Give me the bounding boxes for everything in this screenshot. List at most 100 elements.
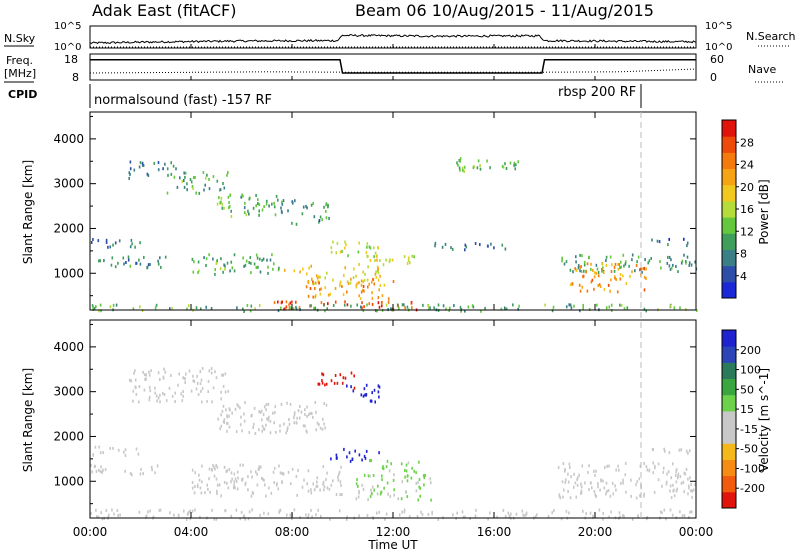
velocity-cell [297,468,299,472]
velocity-cell [588,488,590,492]
velocity-cell [231,411,233,415]
power-cell [171,307,173,311]
beam-date-title: Beam 06 10/Aug/2015 - 11/Aug/2015 [355,1,654,20]
power-cell [355,283,358,287]
freq-series-line [90,59,696,74]
power-cell [347,254,349,258]
power-cell [590,262,592,266]
velocity-cell [652,461,654,465]
power-cell [311,277,313,281]
velocity-cell [557,466,560,470]
velocity-cell [675,468,678,472]
velocity-cell [272,470,275,474]
velocity-cell [135,386,137,390]
power-cell [643,307,646,311]
power-cell [323,303,325,307]
velocity-cell [119,513,121,517]
velocity-cell [261,476,263,480]
velocity-cell [507,511,510,515]
power-cell [258,203,261,207]
power-region-8 [330,240,379,259]
power-cell [517,307,519,311]
power-cell [593,287,595,291]
velocity-cell [138,385,141,389]
velocity-cell [606,489,608,493]
power-cell [98,259,100,263]
velocity-cell [208,467,211,471]
velocity-cell [610,510,612,514]
power-colorbar-segment [722,281,736,299]
velocity-cell [154,386,156,390]
power-cell [281,202,284,206]
velocity-cell [339,480,342,484]
power-cell [243,211,246,215]
power-cell [694,260,696,264]
power-cell [129,160,132,164]
velocity-cell [148,373,151,377]
power-cell [146,265,149,269]
velocity-cell [617,464,619,468]
power-cell [192,176,195,180]
power-cell [622,274,624,278]
power-cell [513,161,516,165]
velocity-cell [353,374,355,378]
velocity-region-0 [92,445,140,457]
velocity-cell [365,393,367,397]
power-cell [266,258,268,262]
power-cell [92,307,95,311]
velocity-cell [643,492,645,496]
velocity-cell [371,492,373,496]
power-cell [310,304,312,308]
power-cell [449,306,451,310]
velocity-cell [337,475,339,479]
velocity-cell [296,493,298,497]
power-cell [629,274,631,278]
velocity-cell [227,389,230,393]
power-cell [267,265,269,269]
velocity-cell [253,406,256,410]
power-cell [580,265,582,268]
power-cell [320,287,323,291]
power-cell [250,261,252,265]
power-cell [318,281,320,285]
power-cell [189,178,192,181]
power-cell [242,256,244,260]
power-cell [645,267,647,271]
power-cell [280,306,282,310]
power-cell [631,253,634,257]
velocity-cell [211,508,213,512]
power-cell [332,278,334,282]
power-cell [434,241,437,245]
velocity-cell [567,472,569,476]
velocity-cell [314,401,317,404]
power-cell [256,256,259,260]
velocity-cell [228,425,231,429]
velocity-cell [573,485,575,489]
velocity-cell [321,427,324,431]
velocity-cell [534,515,537,519]
velocity-cell [293,416,295,420]
power-cell [366,245,368,249]
velocity-cell [224,390,227,394]
velocity-cell [378,385,381,389]
power-cell [582,275,584,279]
velocity-cell [184,380,186,384]
velocity-cell [630,494,632,498]
velocity-cell [132,389,135,393]
power-cell [634,269,636,273]
velocity-cell [358,453,361,457]
velocity-cell [321,381,324,385]
power-cell [373,246,375,250]
power-cell [505,167,508,170]
velocity-cell [635,483,637,487]
power-region-17 [651,237,689,248]
velocity-cell [258,467,260,471]
velocity-cell [675,474,677,477]
power-cell [346,303,349,307]
velocity-cell [389,494,392,498]
x-tick-label: 16:00 [477,525,512,539]
velocity-cell [198,473,200,477]
velocity-cell [98,468,100,472]
power-cell [577,264,580,268]
velocity-cell [168,386,171,390]
